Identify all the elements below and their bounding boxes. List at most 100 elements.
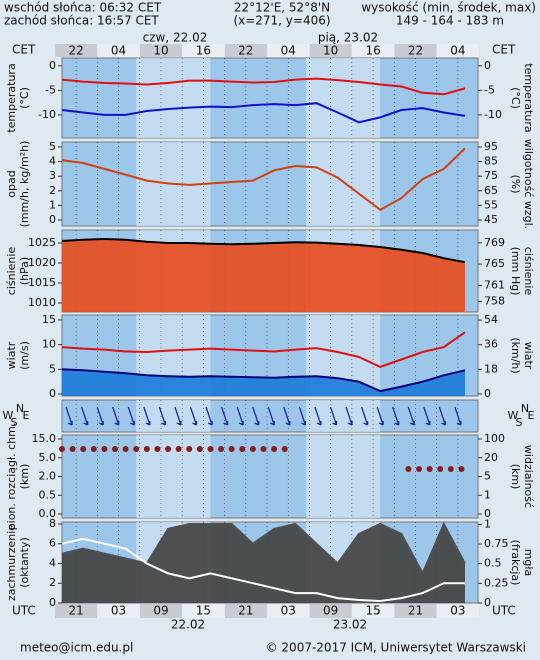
y-tick-label: 1025 xyxy=(28,236,56,249)
bottom-hour: 03 xyxy=(281,604,296,618)
direction-label: S xyxy=(11,416,18,429)
y2-tick-label: 1 xyxy=(484,517,491,530)
cloud-dot xyxy=(165,446,172,452)
panel xyxy=(61,434,479,519)
hour-cell xyxy=(97,604,140,618)
y-tick-label: 5 xyxy=(49,362,56,375)
series-line xyxy=(61,537,465,603)
top-hour: 04 xyxy=(111,44,126,58)
wind-arrow xyxy=(189,406,198,426)
direction-label: W xyxy=(508,409,519,422)
wind-arrow xyxy=(329,406,338,426)
day-band xyxy=(305,400,381,432)
hour-cell xyxy=(309,604,352,618)
cloud-dot xyxy=(447,466,454,472)
top-unit: CET xyxy=(12,43,36,57)
top-hour: 22 xyxy=(238,44,253,58)
y2-tick-label: 54 xyxy=(484,313,498,326)
direction-label: W xyxy=(3,409,14,422)
y-tick-label: 0 xyxy=(49,596,56,609)
y-tick-label: 2 xyxy=(49,184,56,197)
cloud-dot xyxy=(207,446,214,452)
hour-cell xyxy=(139,44,182,57)
day-band xyxy=(305,142,381,226)
y-tick-label: 0 xyxy=(49,213,56,226)
bottom-date: 23.02 xyxy=(333,618,367,632)
y-tick-label: 0.5 xyxy=(39,488,57,501)
cloud-dot xyxy=(271,446,278,452)
wind-arrow xyxy=(112,406,120,426)
elevation-title: wysokość (min, środek, max) xyxy=(361,1,536,15)
top-hour: 10 xyxy=(323,44,338,58)
bottom-unit: UTC xyxy=(12,604,36,618)
y-tick-label: 5.0 xyxy=(39,451,57,464)
wind-arrow xyxy=(65,406,73,426)
cloud-dot xyxy=(249,446,256,452)
right-axis-label: (frakcja) xyxy=(509,540,522,586)
y2-tick-label: 85 xyxy=(484,155,498,168)
bottom-hour: 15 xyxy=(196,604,211,618)
y-tick-label: 15 xyxy=(42,313,56,326)
y2-tick-label: 45 xyxy=(484,213,498,226)
right-axis-label: (°C) xyxy=(509,87,522,109)
elevation: 149 - 164 - 183 m xyxy=(396,14,504,28)
y2-tick-label: 769 xyxy=(484,236,505,249)
top-hour: 10 xyxy=(153,44,168,58)
right-axis-label: wilgotność wzgl. xyxy=(522,139,535,229)
y2-tick-label: 0 xyxy=(484,59,491,72)
y2-tick-label: 100 xyxy=(484,432,505,445)
bottom-hour: 21 xyxy=(68,604,83,618)
y2-tick-label: 36 xyxy=(484,338,498,351)
wind-arrow xyxy=(314,406,322,426)
y-tick-label: 1020 xyxy=(28,256,56,269)
day-band xyxy=(305,58,381,138)
left-axis-label: zachmurzenie xyxy=(5,524,18,601)
left-axis-label: wiatr xyxy=(5,341,18,369)
right-axis-label: widzialność xyxy=(522,445,535,508)
cloud-dot xyxy=(281,446,288,452)
right-axis-label: (km/h) xyxy=(509,337,522,373)
direction-label: S xyxy=(516,416,523,429)
left-axis-label: (m/s) xyxy=(18,341,31,370)
cloud-dot xyxy=(143,446,150,452)
left-axis-label: (km) xyxy=(18,464,31,490)
y-tick-label: -5 xyxy=(45,83,56,96)
top-unit: CET xyxy=(492,43,516,57)
y2-tick-label: 0.5 xyxy=(484,557,502,570)
right-axis-label: (km) xyxy=(509,464,522,490)
hour-cell xyxy=(267,44,310,57)
hour-cell xyxy=(394,604,437,618)
area xyxy=(62,524,465,603)
y-tick-label: 2.0 xyxy=(39,470,57,483)
bottom-unit: UTC xyxy=(492,604,516,618)
bottom-hour: 03 xyxy=(111,604,126,618)
cloud-dot xyxy=(101,446,108,452)
y2-tick-label: 761 xyxy=(484,278,505,291)
wind-arrow xyxy=(267,406,275,426)
cloud-dot xyxy=(122,446,129,452)
day-band xyxy=(136,400,211,432)
y-tick-label: 10 xyxy=(42,338,56,351)
right-axis-label: (%) xyxy=(509,174,522,193)
y2-tick-label: 18 xyxy=(484,362,498,375)
wind-arrow xyxy=(438,406,447,426)
series-line xyxy=(61,368,466,393)
top-hour: 22 xyxy=(408,44,423,58)
cloud-dot xyxy=(458,466,465,472)
hour-cell xyxy=(97,44,140,57)
y2-tick-label: 95 xyxy=(484,140,498,153)
area xyxy=(62,239,465,312)
top-hour: 16 xyxy=(196,44,211,58)
coords: 22°12'E, 52°8'N xyxy=(234,1,330,15)
sunrise: wschód słońca: 06:32 CET xyxy=(4,1,162,15)
bottom-hour: 09 xyxy=(153,604,168,618)
top-date: czw, 22.02 xyxy=(143,31,208,45)
cloud-dot xyxy=(69,446,76,452)
bottom-hour: 21 xyxy=(408,604,423,618)
series-line xyxy=(61,77,466,96)
wind-arrow xyxy=(423,406,431,426)
y2-tick-label: 765 xyxy=(484,257,505,270)
series-line xyxy=(61,521,466,576)
right-axis-label: temperatura xyxy=(522,63,535,132)
